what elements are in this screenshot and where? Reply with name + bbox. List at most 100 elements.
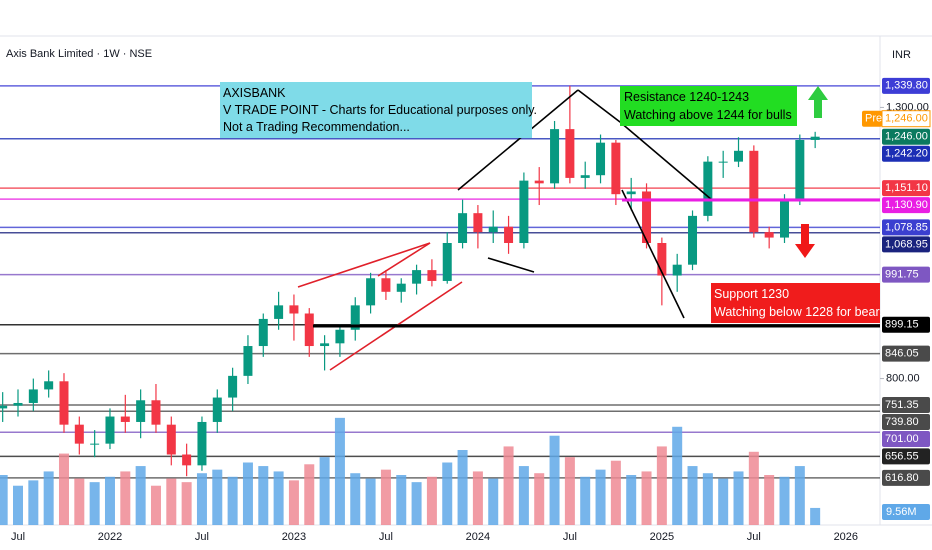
candle-body	[59, 381, 69, 425]
candle-body	[335, 329, 345, 344]
x-tick-label: Jul	[11, 531, 25, 543]
candle-body	[488, 226, 498, 233]
candle-body	[13, 402, 23, 406]
volume-bar	[626, 475, 637, 525]
candle-body	[136, 400, 146, 422]
candle-body	[780, 199, 789, 238]
level-label: 1,078.85	[885, 221, 928, 233]
candle-body	[504, 226, 514, 243]
volume-bar	[288, 480, 299, 525]
volume-bar	[656, 446, 667, 525]
candle-body	[197, 421, 207, 466]
volume-bar	[718, 478, 729, 525]
volume-bar	[488, 478, 499, 525]
level-label-box	[882, 430, 930, 447]
level-label: 899.15	[885, 319, 919, 331]
trendlines	[297, 89, 880, 371]
level-label-box	[882, 448, 930, 465]
x-tick-label: Jul	[563, 531, 577, 543]
candle-body	[289, 305, 299, 314]
candle-body	[0, 405, 8, 409]
disclaimer-box	[220, 82, 532, 138]
volume-bar	[641, 471, 652, 525]
last-price-label: 1,246.00	[885, 131, 928, 143]
candle-body	[703, 161, 713, 216]
x-tick-label: 2022	[98, 531, 122, 543]
candle-body	[565, 129, 575, 178]
candle-body	[212, 397, 222, 422]
candle-body	[534, 180, 544, 184]
annotation-text: Watching below 1228 for bears	[714, 305, 886, 319]
candle-body	[626, 191, 636, 195]
level-label: 1,339.80	[885, 80, 928, 92]
candle-body	[519, 180, 529, 243]
volume-bar	[702, 473, 713, 525]
support-box	[711, 283, 880, 323]
candle-body	[749, 150, 759, 233]
volume-bar	[396, 475, 407, 525]
volume-bar	[426, 476, 437, 525]
annotation-text: Not a Trading Recommendation...	[223, 120, 410, 134]
level-label-box	[882, 197, 930, 214]
volume-bar	[28, 480, 39, 525]
pre-tag-box	[862, 110, 882, 127]
volume-bar	[304, 464, 315, 525]
volume-bar	[212, 469, 223, 525]
volume-bar	[610, 460, 621, 525]
volume-bar	[89, 482, 100, 525]
volume-bar	[181, 482, 192, 525]
candle-body	[120, 416, 130, 422]
level-label-box	[882, 316, 930, 333]
level-label-box	[882, 219, 930, 236]
candle-body	[151, 400, 161, 425]
volume-pane	[0, 417, 821, 525]
candle-body	[611, 142, 621, 195]
level-label-box	[882, 180, 930, 197]
level-label: 739.80	[885, 416, 919, 428]
symbol-title: Axis Bank Limited · 1W · NSE	[6, 48, 152, 60]
level-label: 1,068.95	[885, 238, 928, 250]
volume-bar	[534, 473, 545, 525]
candle-body	[473, 213, 483, 233]
trendline	[577, 89, 621, 123]
volume-bar	[564, 457, 575, 525]
candle-body	[657, 242, 667, 276]
volume-bar	[13, 485, 23, 525]
x-tick-label: 2025	[650, 531, 674, 543]
trendline	[621, 189, 685, 319]
volume-bar	[135, 466, 146, 525]
resistance-box	[620, 86, 797, 126]
candle-body	[672, 264, 682, 276]
candle-body	[550, 129, 560, 184]
level-label-box	[882, 77, 930, 94]
level-label: 656.55	[885, 450, 919, 462]
volume-bar	[687, 466, 698, 525]
candle-body	[580, 175, 590, 178]
volume-bar	[672, 426, 683, 525]
annotation-text: Watching above 1244 for bulls	[624, 108, 792, 122]
volume-bar	[764, 475, 775, 525]
volume-bar	[518, 466, 529, 525]
candle-body	[412, 270, 422, 284]
pre-tag: Pre	[865, 113, 882, 125]
level-label-box	[882, 145, 930, 162]
level-label: 1,130.90	[885, 199, 928, 211]
candle-body	[718, 161, 728, 163]
volume-bar	[74, 478, 85, 525]
candle-body	[795, 139, 805, 200]
volume-bar	[472, 471, 483, 525]
volume-bar	[779, 476, 790, 525]
candle-body	[243, 346, 253, 376]
candles	[0, 85, 820, 477]
volume-bar	[150, 485, 161, 525]
pre-price-box	[881, 110, 931, 128]
volume-bar	[457, 450, 468, 525]
volume-bar	[794, 466, 805, 525]
candle-body	[90, 443, 100, 445]
candle-body	[74, 424, 84, 444]
volume-bar	[350, 473, 361, 525]
volume-bar	[227, 476, 238, 525]
level-label-box	[882, 469, 930, 486]
annotation-text: Resistance 1240-1243	[624, 90, 749, 104]
